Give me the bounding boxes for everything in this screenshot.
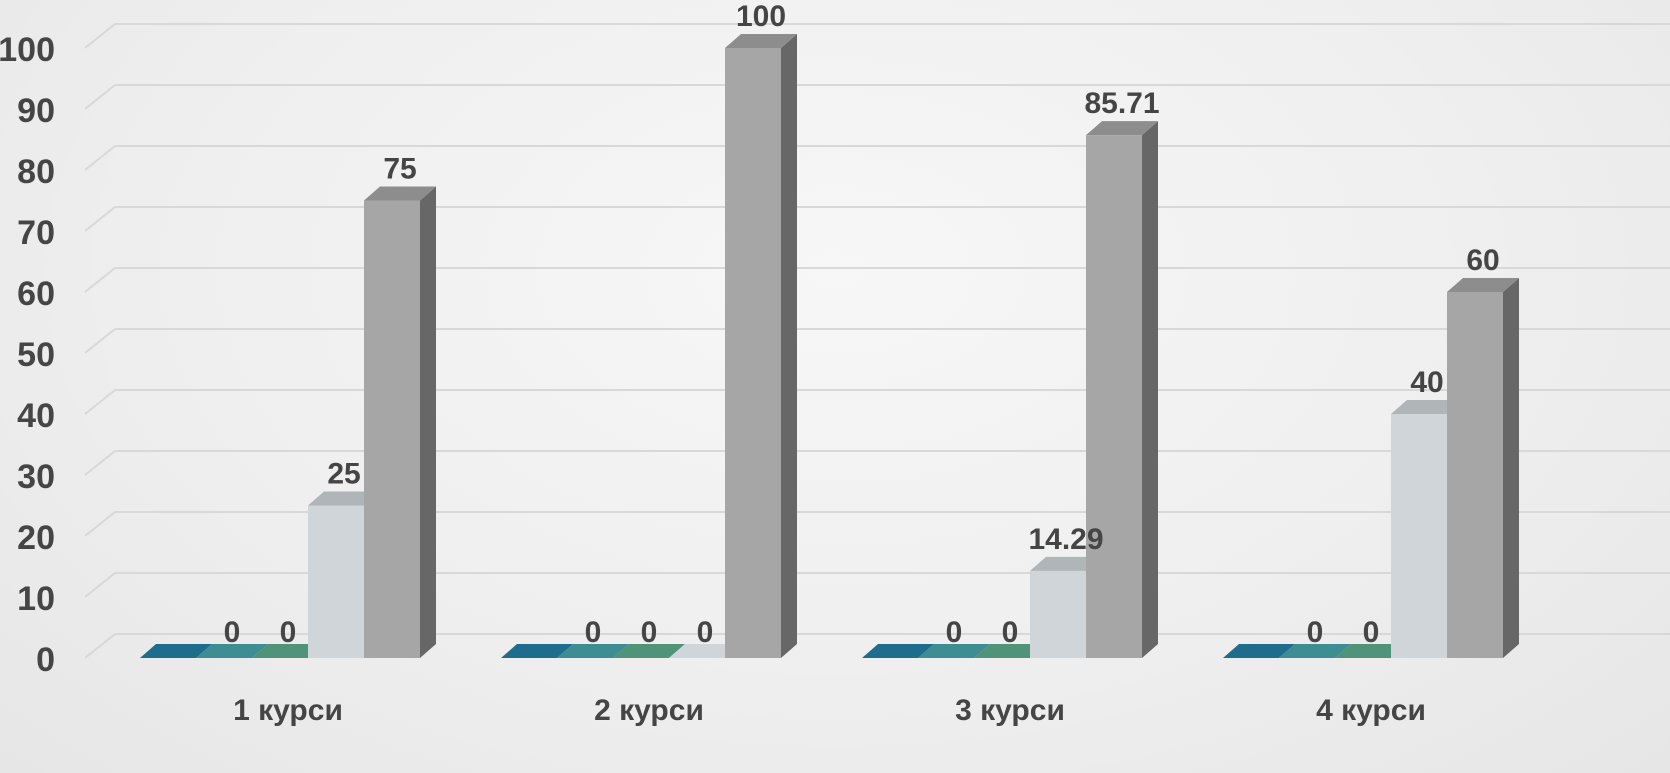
- data-label: 100: [736, 0, 786, 33]
- bar-top: [1279, 644, 1351, 658]
- y-tick-label: 0: [36, 641, 55, 679]
- data-label: 25: [327, 458, 360, 491]
- bar: [725, 48, 781, 658]
- gridline-diagonal: [84, 206, 116, 232]
- y-tick-label: 50: [17, 336, 55, 374]
- bar-top: [669, 644, 741, 658]
- bar-top: [1030, 556, 1102, 571]
- data-label: 14.29: [1028, 523, 1103, 556]
- y-tick-label: 30: [17, 458, 55, 496]
- data-label: 0: [641, 616, 658, 649]
- gridline-diagonal: [84, 572, 116, 598]
- data-label: 75: [383, 153, 416, 186]
- gridline-diagonal: [84, 511, 116, 537]
- gridline-diagonal: [84, 267, 116, 293]
- data-label: 60: [1466, 244, 1499, 277]
- bar-top: [364, 186, 436, 201]
- x-axis-categories: 1 курси 2 курси 3 курси 4 курси: [233, 694, 1426, 727]
- bar-top: [140, 644, 212, 658]
- gridline-diagonal: [84, 450, 116, 476]
- bar-top: [918, 644, 990, 658]
- gridline-diagonal: [84, 389, 116, 415]
- bar-top: [1086, 121, 1158, 136]
- x-category-label: 4 курси: [1316, 694, 1426, 727]
- gridline-diagonal: [84, 23, 116, 49]
- bar: [1086, 135, 1142, 658]
- bar: [1447, 292, 1503, 658]
- x-category-label: 3 курси: [955, 694, 1065, 727]
- y-axis-ticks: 0 10 20 30 40 50 60 70 80 90 100: [0, 31, 55, 679]
- data-label: 0: [280, 616, 297, 649]
- bar-side: [420, 186, 436, 658]
- bar-side: [1503, 278, 1519, 658]
- y-tick-label: 100: [0, 31, 55, 69]
- bar-top: [501, 644, 573, 658]
- bar: [1030, 570, 1086, 658]
- bar: [308, 505, 364, 658]
- data-label: 0: [697, 616, 714, 649]
- y-tick-label: 40: [17, 397, 55, 435]
- data-labels: 0 0 25 75 0 0 0 100 0 0 14.29 85.71 0 0 40 60: [224, 0, 1500, 649]
- x-category-label: 1 курси: [233, 694, 343, 727]
- bar-top: [613, 644, 685, 658]
- y-tick-label: 20: [17, 519, 55, 557]
- bar-top: [1391, 400, 1463, 414]
- bar-top: [1447, 278, 1519, 292]
- data-label: 0: [1002, 616, 1019, 649]
- bar-top: [1335, 644, 1407, 658]
- data-label: 0: [1307, 616, 1324, 649]
- bar-side: [781, 34, 797, 658]
- data-label: 0: [1363, 616, 1380, 649]
- bar: [364, 200, 420, 658]
- y-tick-label: 10: [17, 580, 55, 618]
- bar-top: [1223, 644, 1295, 658]
- gridline-diagonal: [84, 633, 116, 659]
- data-label: 0: [946, 616, 963, 649]
- gridline-diagonal: [84, 145, 116, 171]
- gridline-diagonal: [84, 84, 116, 110]
- bar-top: [308, 491, 380, 506]
- bar: [1391, 414, 1447, 658]
- data-label: 40: [1410, 366, 1443, 399]
- data-label: 0: [224, 616, 241, 649]
- bar-side: [1142, 121, 1158, 658]
- y-tick-label: 70: [17, 214, 55, 252]
- gridline-diagonal: [84, 328, 116, 354]
- x-category-label: 2 курси: [594, 694, 704, 727]
- y-tick-label: 60: [17, 275, 55, 313]
- y-tick-label: 90: [17, 92, 55, 130]
- bar-top: [252, 644, 324, 658]
- data-label: 0: [585, 616, 602, 649]
- bar-top: [725, 34, 797, 48]
- y-tick-label: 80: [17, 153, 55, 191]
- bars: [140, 34, 1519, 658]
- bar-top: [974, 644, 1046, 658]
- bar-top: [557, 644, 629, 658]
- data-label: 85.71: [1084, 87, 1159, 120]
- bar-top: [862, 644, 934, 658]
- bar-top: [196, 644, 268, 658]
